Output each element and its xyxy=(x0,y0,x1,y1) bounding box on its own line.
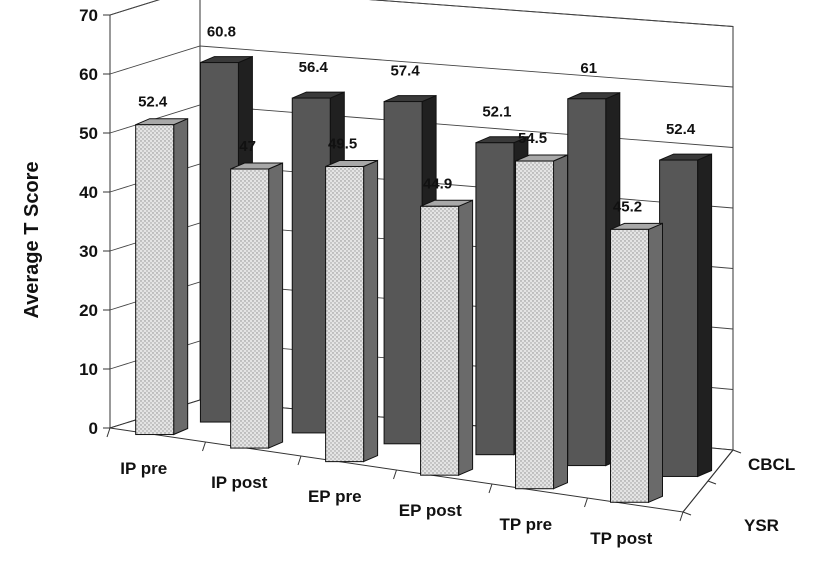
y-tick-label: 60 xyxy=(79,65,98,84)
bar-ysr xyxy=(135,117,189,436)
bar-ysr xyxy=(325,159,379,463)
series-label-cbcl: CBCL xyxy=(748,455,795,474)
bar-ysr xyxy=(610,222,663,504)
y-tick-label: 30 xyxy=(79,242,98,261)
x-tick-label: TP pre xyxy=(499,515,552,534)
bars xyxy=(135,55,713,504)
data-label-ysr: 44.9 xyxy=(423,175,452,192)
depth-tick-mark xyxy=(732,449,742,454)
bar-ysr xyxy=(420,199,474,476)
data-label-cbcl: 52.1 xyxy=(482,104,511,121)
data-label-cbcl: 52.4 xyxy=(666,121,696,138)
y-tick-label: 40 xyxy=(79,183,98,202)
x-tick-mark xyxy=(488,483,493,494)
gridline xyxy=(109,45,734,88)
y-tick-label: 0 xyxy=(89,419,98,438)
x-tick-label: EP pre xyxy=(308,487,362,506)
data-label-cbcl: 60.8 xyxy=(207,24,236,41)
x-tick-mark xyxy=(202,441,206,452)
x-tick-label: EP post xyxy=(399,501,462,520)
y-tick-label: 10 xyxy=(79,360,98,379)
gridline xyxy=(109,0,734,27)
bar-ysr xyxy=(515,154,568,490)
data-label-ysr: 49.5 xyxy=(328,135,357,152)
depth-tick-mark xyxy=(682,511,692,516)
x-tick-label: IP pre xyxy=(120,459,167,478)
labels: 0 10 20 30 40 50 60 70 60.8 52.4 IP pre 56.4 47 IP po… xyxy=(79,6,795,548)
x-tick-label: TP post xyxy=(590,529,652,548)
data-label-ysr: 52.4 xyxy=(138,94,168,111)
y-tick-label: 20 xyxy=(79,301,98,320)
y-tick-label: 50 xyxy=(79,124,98,143)
data-label-cbcl: 56.4 xyxy=(299,59,329,76)
y-axis-label: Average T Score xyxy=(21,161,43,318)
y-tick-label: 70 xyxy=(79,6,98,25)
data-label-ysr: 47 xyxy=(239,138,256,155)
x-tick-label: IP post xyxy=(211,473,268,492)
data-label-cbcl: 61 xyxy=(580,60,597,77)
x-tick-mark xyxy=(679,511,684,522)
bar-cbcl xyxy=(567,92,621,467)
x-tick-mark xyxy=(393,469,397,480)
bar-cbcl xyxy=(659,153,713,478)
data-label-ysr: 54.5 xyxy=(518,130,547,147)
data-label-cbcl: 57.4 xyxy=(390,63,420,80)
x-tick-mark xyxy=(297,455,302,466)
x-tick-mark xyxy=(106,427,111,438)
bar-ysr xyxy=(230,162,284,449)
x-tick-mark xyxy=(584,497,588,508)
data-label-ysr: 45.2 xyxy=(613,198,642,215)
axes xyxy=(103,14,742,522)
series-label-ysr: YSR xyxy=(744,516,779,535)
depth-tick-mark xyxy=(707,480,717,485)
